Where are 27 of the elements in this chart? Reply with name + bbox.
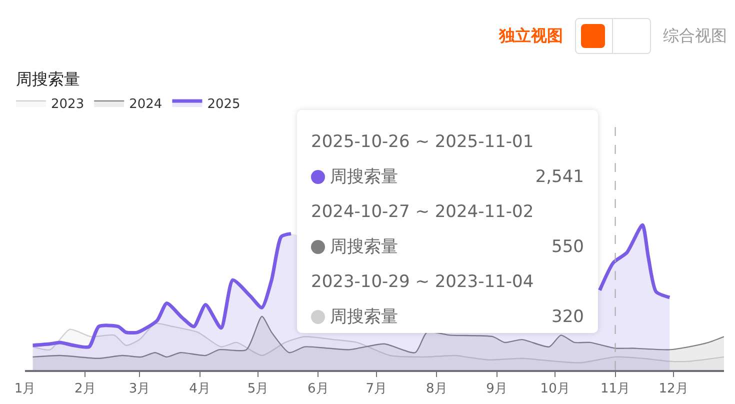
text: 综合视图: [663, 26, 727, 46]
text: 周搜索量: [329, 166, 398, 188]
legend-label: 2024: [129, 97, 162, 112]
text: 2,541: [535, 166, 584, 186]
x-tick-label: 3月: [128, 382, 150, 397]
text: 2025-10-26 ~ 2025-11-01: [311, 130, 535, 154]
annotation: 320: [552, 306, 584, 326]
legend-label: 2025: [207, 97, 240, 112]
annotation: 550: [552, 236, 584, 256]
x-tick-label: 12月: [658, 382, 688, 397]
x-tick-label: 6月: [308, 382, 329, 397]
x-tick-label: 9月: [486, 382, 508, 397]
x-tick-label: 1月: [14, 382, 36, 397]
text: 周搜索量: [16, 69, 80, 88]
x-tick-label: 11月: [600, 382, 630, 397]
x-tick-label: 5月: [247, 382, 269, 397]
x-tick-label: 4月: [189, 382, 210, 397]
text: 独立视图: [499, 26, 563, 46]
text: 周搜索量: [329, 236, 398, 258]
x-tick-label: 7月: [366, 382, 388, 397]
annotation: 2023-10-29 ~ 2023-11-04: [311, 270, 535, 294]
legend-label: 2023: [51, 97, 84, 112]
text: 2024-10-27 ~ 2024-11-02: [311, 200, 535, 224]
x-tick-label: 10月: [540, 382, 570, 397]
annotation: 周搜索量: [329, 306, 398, 328]
x-tick-label: 8月: [426, 382, 448, 397]
x-tick-label: 2月: [74, 382, 96, 397]
